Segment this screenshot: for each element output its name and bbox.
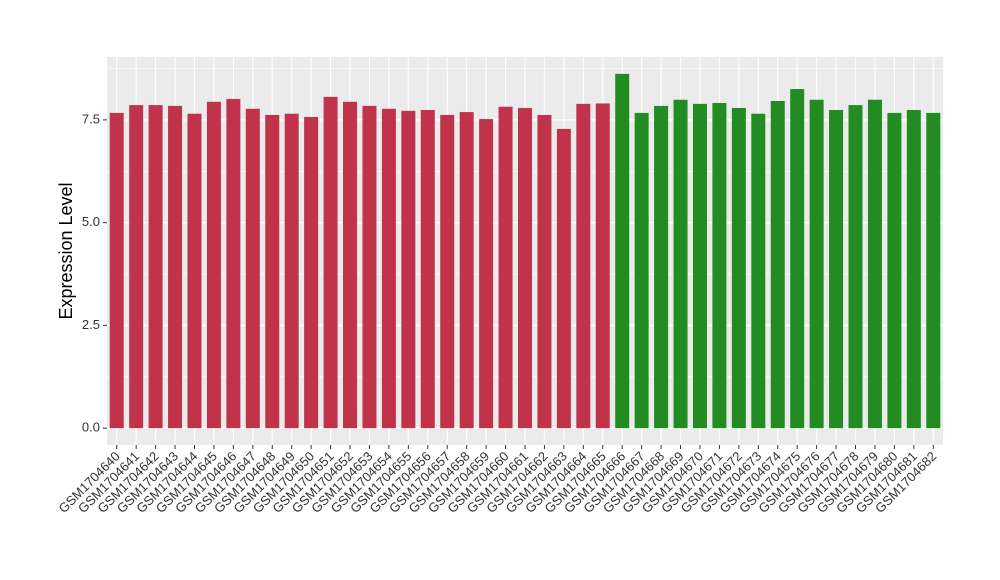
y-tick-label: 5.0 [82,214,100,229]
bar [518,107,532,429]
bar [479,119,494,429]
bar [381,108,396,429]
bar [770,100,785,429]
bar [323,96,338,429]
bar [906,110,921,429]
bar [673,99,688,429]
bar [867,99,882,429]
bar [848,105,863,429]
bar [284,113,299,429]
y-axis-title: Expression Level [56,182,76,319]
bar [731,107,746,429]
bar [168,105,183,429]
y-tick-label: 7.5 [82,111,100,126]
bar [401,110,416,429]
y-tick-label: 2.5 [82,317,100,332]
bar [654,105,669,429]
bar [148,105,163,429]
bar [245,108,260,429]
bar [556,128,571,429]
bar [109,112,124,429]
bar [751,113,766,429]
bar [712,103,727,429]
bar [498,106,513,429]
bar [634,112,649,429]
bar [187,113,202,429]
bar [440,114,455,429]
y-tick-label: 0.0 [82,420,100,435]
bar [692,103,707,429]
bar [129,105,144,429]
bar [206,101,221,429]
bar [304,117,319,429]
bar [343,101,358,429]
bar [790,89,805,429]
bar [420,110,435,429]
bar [926,112,941,429]
bar [887,112,902,429]
bar [829,110,844,429]
bar [265,114,280,429]
bar [226,98,241,429]
bar [809,99,824,429]
bar [615,73,630,429]
bar [459,112,474,429]
bar [537,114,552,429]
bar [362,105,377,429]
bar [595,103,610,429]
bar [576,103,591,429]
